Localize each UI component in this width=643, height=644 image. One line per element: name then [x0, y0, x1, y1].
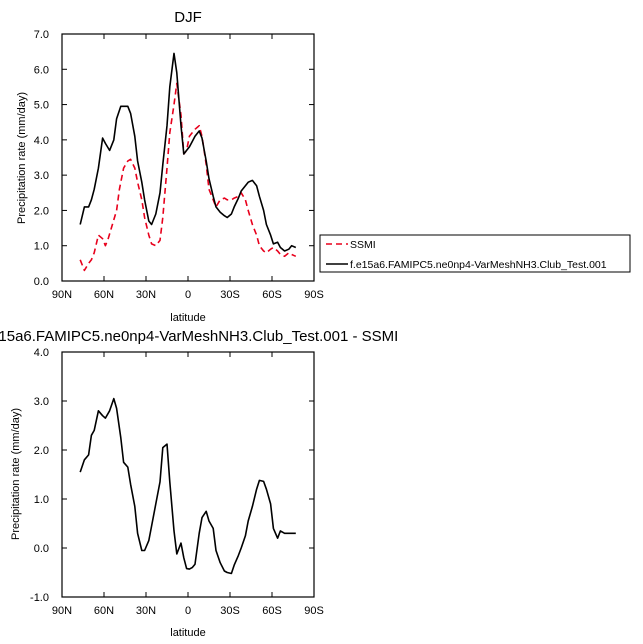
y-tick-label: 3.0: [34, 396, 49, 408]
y-tick-label: 6.0: [34, 64, 49, 76]
x-tick-label: 60S: [262, 289, 282, 301]
y-tick-label: 1.0: [34, 241, 49, 253]
series-lines-difference: [79, 397, 296, 575]
y-axis-label: Precipitation rate (mm/day): [16, 92, 28, 224]
x-tick-label: 60S: [262, 605, 282, 617]
series-lines: [79, 52, 297, 272]
y-tick-label: 2.0: [34, 445, 49, 457]
x-tick-label: 30S: [220, 289, 240, 301]
x-tick-label: 90S: [304, 605, 324, 617]
x-tick-label: 90N: [52, 289, 72, 301]
series-line-f-e15a6-famipc5-ne0np4-varmeshnh3-club-t: [79, 52, 297, 252]
y-tick-label: 7.0: [34, 29, 49, 41]
panel-top: DJF Precipitation rate (mm/day) latitude…: [16, 9, 324, 324]
panel-bottom: f.e15a6.FAMIPC5.ne0np4-VarMeshNH3.Club_T…: [0, 328, 398, 639]
x-tick-label: 30S: [220, 605, 240, 617]
series-line-difference: [79, 397, 296, 575]
y-tick-label: 3.0: [34, 170, 49, 182]
x-axis-label: latitude: [170, 312, 205, 324]
axis-ticks: 90N 60N 30N 0 30S 60S 90S 0.0 1.0 2.0 3.0 4.0 5.0 6.0…: [34, 29, 324, 301]
chart-title: DJF: [174, 9, 202, 26]
y-tick-label: 0.0: [34, 543, 49, 555]
y-axis-label-difference: Precipitation rate (mm/day): [10, 408, 22, 540]
axis-ticks-difference: 90N 60N 30N 0 30S 60S 90S -1.0 0.0 1.0 2.0 3.0 4.0: [30, 347, 324, 617]
x-tick-label: 60N: [94, 289, 114, 301]
chart-title-difference: f.e15a6.FAMIPC5.ne0np4-VarMeshNH3.Club_T…: [0, 328, 398, 345]
x-tick-label: 30N: [136, 605, 156, 617]
plot-frame-difference: [61, 351, 315, 598]
y-tick-label: 2.0: [34, 205, 49, 217]
y-tick-label: 4.0: [34, 135, 49, 147]
legend-frame: [319, 234, 631, 273]
x-tick-label: 60N: [94, 605, 114, 617]
y-tick-label: 0.0: [34, 276, 49, 288]
plot-frame: [61, 33, 315, 282]
y-tick-label: 4.0: [34, 347, 49, 359]
legend: SSMI f.e15a6.FAMIPC5.ne0np4-VarMeshNH3.C…: [319, 234, 631, 273]
y-tick-label: -1.0: [30, 592, 49, 604]
x-tick-label: 90S: [304, 289, 324, 301]
x-tick-label: 0: [185, 289, 191, 301]
y-tick-label: 1.0: [34, 494, 49, 506]
x-axis-label-difference: latitude: [170, 627, 205, 639]
x-tick-label: 30N: [136, 289, 156, 301]
x-tick-label: 0: [185, 605, 191, 617]
legend-label-ssmi: SSMI: [350, 239, 376, 251]
series-line-ssmi: [79, 82, 297, 272]
y-tick-label: 5.0: [34, 100, 49, 112]
legend-label-model: f.e15a6.FAMIPC5.ne0np4-VarMeshNH3.Club_T…: [350, 259, 607, 271]
x-tick-label: 90N: [52, 605, 72, 617]
